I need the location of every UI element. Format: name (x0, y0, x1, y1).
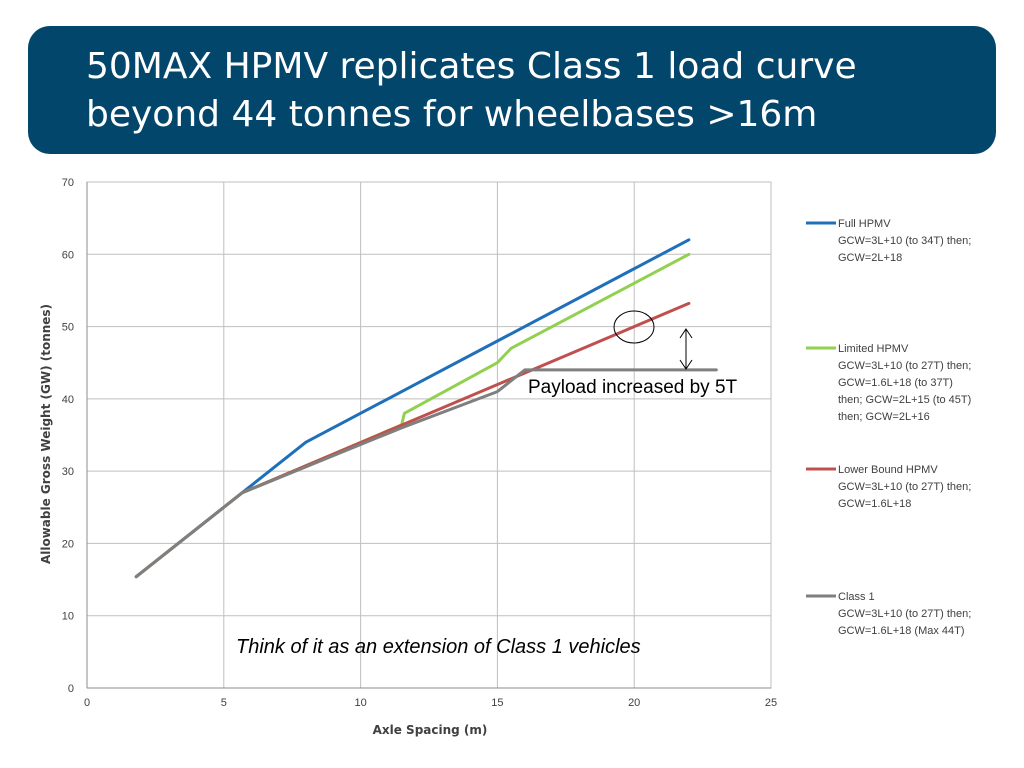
series-line-lower-bound-hpmv (134, 301, 691, 579)
payload-arrow-head-bottom (679, 359, 693, 370)
legend-item-lower-bound-hpmv: Lower Bound HPMV GCW=3L+10 (to 27T) then;… (806, 464, 971, 510)
legend-text-line: GCW=2L+18 (838, 252, 902, 264)
slide-title: 50MAX HPMV replicates Class 1 load curve… (86, 43, 986, 139)
x-tick-label: 5 (221, 697, 227, 709)
series-line-limited-hpmv (134, 252, 691, 579)
y-tick-label: 40 (62, 394, 74, 406)
legend-text-line: Full HPMV (838, 218, 891, 230)
x-tick-label: 15 (491, 697, 503, 709)
chart-grid (86, 181, 772, 689)
x-tick-label: 25 (765, 697, 777, 709)
chart-legend: Full HPMV GCW=3L+10 (to 34T) then; GCW=2L+… (806, 218, 971, 637)
legend-text-line: then; GCW=2L+16 (838, 411, 930, 423)
legend-text-line: GCW=1.6L+18 (838, 498, 911, 510)
legend-text-line: GCW=3L+10 (to 27T) then; (838, 481, 971, 493)
legend-text-line: Class 1 (838, 591, 875, 603)
y-tick-label: 50 (62, 322, 74, 334)
legend-text-line: GCW=3L+10 (to 27T) then; (838, 608, 971, 620)
legend-text-line: GCW=1.6L+18 (Max 44T) (838, 625, 965, 637)
plot-area (86, 181, 772, 689)
legend-item-limited-hpmv: Limited HPMV GCW=3L+10 (to 27T) then; GCW=… (806, 343, 971, 423)
slide-title-line-1: 50MAX HPMV replicates Class 1 load curve (86, 46, 857, 87)
chart-annotations (613, 310, 693, 370)
slide-title-line-2: beyond 44 tonnes for wheelbases >16m (86, 94, 818, 135)
legend-item-full-hpmv: Full HPMV GCW=3L+10 (to 34T) then; GCW=2L+… (806, 218, 971, 264)
y-tick-label: 70 (62, 177, 74, 189)
series-line-class-1 (134, 368, 718, 579)
y-axis-label: Allowable Gross Weight (GW) (tonnes) (39, 304, 53, 564)
legend-text-line: GCW=1.6L+18 (to 37T) (838, 377, 953, 389)
legend-text-line: GCW=3L+10 (to 27T) then; (838, 360, 971, 372)
x-tick-label: 10 (354, 697, 366, 709)
legend-item-class-1: Class 1 GCW=3L+10 (to 27T) then; GCW=1.6L+… (806, 591, 971, 637)
legend-text-line: Lower Bound HPMV (838, 464, 938, 476)
chart-series (134, 238, 718, 579)
y-tick-label: 30 (62, 466, 74, 478)
chart-ticks: 0 5 10 15 20 25 0 10 20 30 40 50 60 70 (62, 177, 777, 709)
legend-text-line: GCW=3L+10 (to 34T) then; (838, 235, 971, 247)
y-tick-label: 60 (62, 249, 74, 261)
title-banner: 50MAX HPMV replicates Class 1 load curve… (28, 26, 996, 154)
y-tick-label: 10 (62, 611, 74, 623)
x-tick-label: 0 (84, 697, 90, 709)
legend-text-line: Limited HPMV (838, 343, 909, 355)
payload-note: Payload increased by 5T (528, 377, 738, 398)
highlight-circle (613, 310, 655, 344)
x-axis-label: Axle Spacing (m) (373, 723, 488, 737)
payload-arrow-head-top (679, 328, 693, 339)
y-tick-label: 20 (62, 538, 74, 550)
y-tick-label: 0 (68, 683, 74, 695)
extension-note: Think of it as an extension of Class 1 v… (236, 636, 641, 658)
x-tick-label: 20 (628, 697, 640, 709)
legend-text-line: then; GCW=2L+15 (to 45T) (838, 394, 971, 406)
